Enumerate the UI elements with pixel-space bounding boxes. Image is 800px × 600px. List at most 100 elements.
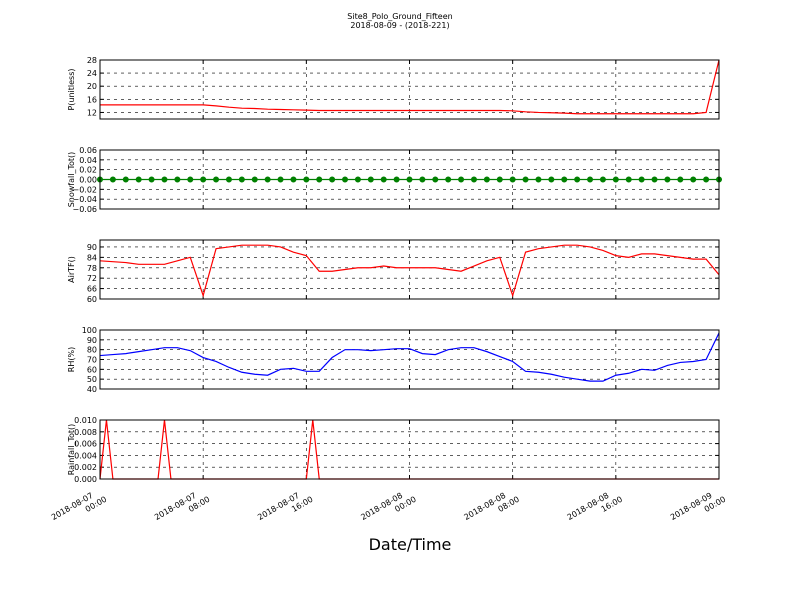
data-point	[690, 176, 697, 183]
x-tick-label: 2018-08-0700:00	[50, 486, 108, 531]
data-point	[251, 176, 258, 183]
y-tick-label: 28	[87, 56, 97, 65]
data-point	[496, 176, 503, 183]
plot-frame	[99, 239, 720, 300]
data-point	[651, 176, 658, 183]
data-point	[599, 176, 606, 183]
data-point	[277, 176, 284, 183]
x-axis-label: Date/Time	[369, 535, 452, 554]
y-tick-label: −0.02	[72, 185, 97, 194]
data-point	[638, 176, 645, 183]
data-point	[290, 176, 297, 183]
data-point	[522, 176, 529, 183]
data-point	[367, 176, 374, 183]
y-axis-label: RH(%)	[67, 347, 76, 372]
y-tick-label: −0.04	[72, 195, 97, 204]
data-line	[99, 244, 720, 298]
data-point	[135, 176, 142, 183]
data-point	[393, 176, 400, 183]
y-tick-label: −0.06	[72, 205, 97, 214]
y-axis-label: Rainfall_Tot()	[67, 424, 76, 476]
plot-frame	[99, 419, 720, 480]
x-tick-label: 2018-08-0816:00	[566, 486, 624, 531]
data-point	[187, 176, 194, 183]
data-line	[99, 419, 719, 480]
data-point	[122, 176, 129, 183]
y-tick-label: 60	[87, 295, 97, 304]
data-point	[483, 176, 490, 183]
y-axis-label: P(unitless)	[67, 68, 76, 110]
data-point	[238, 176, 245, 183]
y-tick-label: 0.010	[74, 416, 97, 425]
y-tick-label: 16	[87, 95, 97, 104]
y-tick-label: 80	[87, 346, 97, 355]
data-point	[677, 176, 684, 183]
data-point	[200, 176, 207, 183]
data-point	[316, 176, 323, 183]
data-point	[458, 176, 465, 183]
x-tick-label: 2018-08-0800:00	[359, 486, 417, 531]
y-tick-label: 0.006	[74, 440, 97, 449]
y-tick-label: 0.02	[79, 166, 97, 175]
data-point	[664, 176, 671, 183]
data-point	[329, 176, 336, 183]
data-point	[213, 176, 220, 183]
x-tick-label: 2018-08-0808:00	[463, 486, 521, 531]
data-point	[432, 176, 439, 183]
y-tick-label: 72	[87, 274, 97, 283]
y-tick-label: 0.00	[79, 176, 97, 185]
y-axis-label: AirTF()	[67, 256, 76, 283]
y-axis-label: Snowfall_Tot()	[67, 152, 76, 208]
data-point	[342, 176, 349, 183]
x-tick-label: 2018-08-0716:00	[256, 486, 314, 531]
data-point	[509, 176, 516, 183]
y-tick-label: 40	[87, 385, 97, 394]
plot-frame	[99, 59, 720, 120]
data-point	[703, 176, 710, 183]
data-line	[100, 59, 720, 115]
y-tick-label: 84	[87, 253, 97, 262]
y-tick-label: 0.06	[79, 146, 97, 155]
chart-subtitle: 2018-08-09 - (2018-221)	[350, 21, 449, 30]
data-point	[161, 176, 168, 183]
data-line	[99, 332, 720, 382]
y-tick-label: 50	[87, 375, 97, 384]
y-tick-label: 100	[82, 326, 97, 335]
plot-frame	[99, 329, 720, 390]
data-point	[148, 176, 155, 183]
x-tick-label: 2018-08-0708:00	[153, 486, 211, 531]
chart-title: Site8_Polo_Ground_Fifteen	[347, 12, 452, 21]
y-tick-label: 78	[87, 264, 97, 273]
data-point	[225, 176, 232, 183]
data-point	[419, 176, 426, 183]
y-tick-label: 12	[87, 108, 97, 117]
y-tick-label: 24	[87, 69, 97, 78]
y-tick-label: 90	[87, 336, 97, 345]
data-point	[612, 176, 619, 183]
y-tick-label: 20	[87, 82, 97, 91]
data-point	[561, 176, 568, 183]
data-point	[264, 176, 271, 183]
y-tick-label: 0.000	[74, 475, 97, 484]
data-point	[354, 176, 361, 183]
data-point	[625, 176, 632, 183]
y-tick-label: 0.004	[74, 451, 97, 460]
y-tick-label: 60	[87, 365, 97, 374]
y-tick-label: 70	[87, 356, 97, 365]
data-point	[445, 176, 452, 183]
data-point	[303, 176, 310, 183]
data-point	[548, 176, 555, 183]
data-point	[587, 176, 594, 183]
y-tick-label: 0.002	[74, 463, 97, 472]
data-point	[109, 176, 116, 183]
y-tick-label: 90	[87, 243, 97, 252]
data-point	[470, 176, 477, 183]
y-tick-label: 66	[87, 285, 97, 294]
data-point	[174, 176, 181, 183]
x-tick-label: 2018-08-0900:00	[669, 486, 727, 531]
data-point	[574, 176, 581, 183]
plot-frame	[99, 149, 720, 210]
y-tick-label: 0.008	[74, 428, 97, 437]
data-point	[406, 176, 413, 183]
